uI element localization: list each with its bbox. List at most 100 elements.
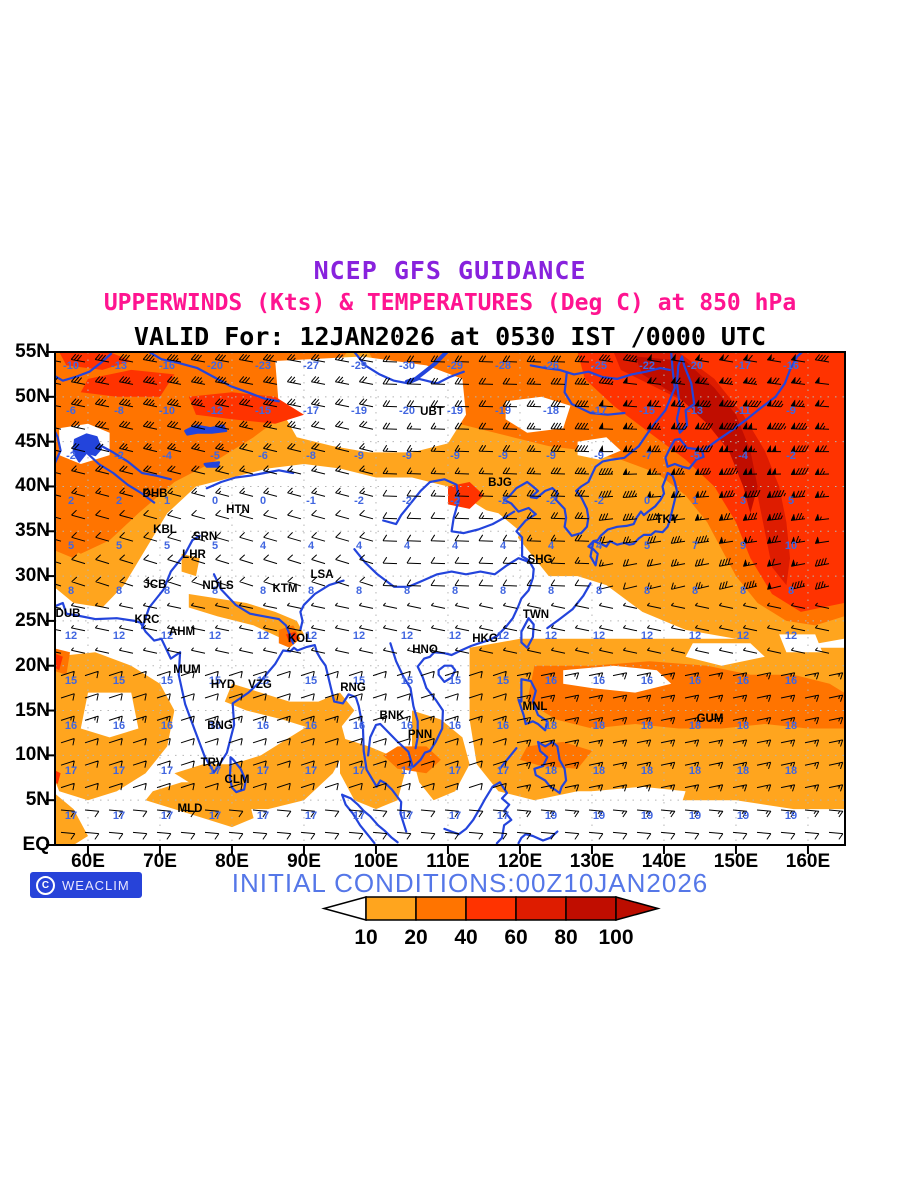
- svg-text:17: 17: [209, 810, 221, 822]
- station-label: BJG: [488, 477, 512, 489]
- lat-tick-label: 30N: [15, 565, 50, 587]
- lat-tick-label: 35N: [15, 520, 50, 542]
- svg-text:16: 16: [497, 720, 509, 732]
- svg-text:12: 12: [161, 630, 173, 642]
- svg-text:-29: -29: [351, 360, 367, 372]
- svg-text:8: 8: [68, 585, 74, 597]
- svg-text:17: 17: [353, 765, 365, 777]
- wind-barbs: [55, 353, 844, 840]
- svg-text:-2: -2: [450, 495, 460, 507]
- coastline-path: [389, 642, 419, 750]
- svg-text:17: 17: [449, 810, 461, 822]
- coastline-path: [704, 395, 777, 450]
- svg-text:-4: -4: [162, 450, 173, 462]
- svg-text:16: 16: [641, 675, 653, 687]
- svg-text:17: 17: [305, 810, 317, 822]
- shading-level-1: [224, 683, 355, 729]
- lon-tick-label: 60E: [71, 851, 105, 872]
- coastline-path: [437, 664, 457, 683]
- svg-text:-19: -19: [495, 405, 511, 417]
- station-label: KRC: [135, 614, 160, 626]
- svg-text:12: 12: [689, 630, 701, 642]
- svg-text:15: 15: [353, 675, 365, 687]
- svg-text:5: 5: [788, 495, 794, 507]
- svg-text:4: 4: [596, 540, 603, 552]
- station-labels: DHB HTN KBL SRN LHR JCB NDLS KTM LSA DUB KRC AHM KOL…: [56, 406, 724, 815]
- svg-text:15: 15: [305, 675, 317, 687]
- station-label: KOL: [288, 633, 312, 645]
- coastline-path: [72, 433, 102, 463]
- coastline-path: [774, 352, 804, 398]
- station-label: BNG: [207, 720, 233, 732]
- coastline-path: [587, 471, 678, 567]
- station-label: PNN: [408, 729, 432, 741]
- station-label: HYD: [211, 679, 235, 691]
- coastline-path: [520, 617, 535, 649]
- lon-tick-label: 80E: [215, 851, 249, 872]
- svg-text:17: 17: [161, 765, 173, 777]
- lat-tick-label: 5N: [25, 789, 50, 811]
- svg-text:2: 2: [68, 495, 74, 507]
- svg-text:17: 17: [65, 810, 77, 822]
- colorbar-tick-label: 80: [554, 926, 577, 949]
- svg-text:16: 16: [209, 720, 221, 732]
- svg-text:-20: -20: [207, 360, 223, 372]
- svg-text:17: 17: [209, 765, 221, 777]
- svg-text:15: 15: [257, 675, 269, 687]
- svg-text:-16: -16: [159, 360, 175, 372]
- svg-text:-10: -10: [63, 360, 79, 372]
- svg-text:19: 19: [785, 810, 797, 822]
- svg-text:-9: -9: [594, 450, 604, 462]
- shading-gap: [563, 665, 672, 693]
- svg-text:17: 17: [65, 765, 77, 777]
- svg-text:16: 16: [161, 720, 173, 732]
- svg-text:8: 8: [164, 585, 170, 597]
- svg-text:8: 8: [308, 585, 314, 597]
- svg-text:-29: -29: [447, 360, 463, 372]
- shading-level-1: [188, 594, 304, 639]
- svg-text:15: 15: [449, 675, 461, 687]
- svg-text:-9: -9: [402, 450, 412, 462]
- svg-text:0: 0: [212, 495, 218, 507]
- svg-text:17: 17: [113, 765, 125, 777]
- station-label: CLM: [225, 774, 250, 786]
- wind-speed-shading: [55, 352, 844, 845]
- svg-text:-1: -1: [306, 495, 316, 507]
- coastline-path: [228, 756, 247, 794]
- lon-tick-label: 100E: [353, 851, 399, 872]
- svg-text:4: 4: [356, 540, 363, 552]
- svg-text:-2: -2: [594, 495, 604, 507]
- svg-text:18: 18: [593, 720, 605, 732]
- svg-text:-2: -2: [402, 495, 412, 507]
- coastline-path: [517, 678, 549, 732]
- svg-text:2: 2: [116, 495, 122, 507]
- lat-tick-label: 45N: [15, 430, 50, 452]
- svg-text:12: 12: [545, 630, 557, 642]
- station-label: TKY: [656, 514, 679, 526]
- svg-text:8: 8: [212, 585, 218, 597]
- svg-text:5: 5: [116, 540, 122, 552]
- svg-text:-8: -8: [306, 450, 316, 462]
- colorbar-segment: [365, 896, 417, 921]
- shading-gap: [779, 634, 823, 653]
- svg-text:18: 18: [737, 720, 749, 732]
- svg-text:8: 8: [596, 585, 602, 597]
- lon-tick-label: 160E: [785, 851, 831, 872]
- coastline-path: [353, 548, 530, 588]
- svg-text:-20: -20: [687, 360, 703, 372]
- colorbar-segment: [515, 896, 567, 921]
- station-label: LSA: [311, 569, 334, 581]
- copyright-icon: C: [36, 875, 55, 895]
- station-label: KBL: [153, 524, 177, 536]
- svg-text:-12: -12: [207, 405, 223, 417]
- coastline-path: [184, 424, 228, 436]
- svg-text:15: 15: [497, 675, 509, 687]
- svg-text:17: 17: [497, 765, 509, 777]
- lon-tick-label: 140E: [641, 851, 687, 872]
- svg-text:8: 8: [260, 585, 266, 597]
- svg-text:0: 0: [644, 495, 650, 507]
- coastline-path: [341, 793, 376, 845]
- svg-text:8: 8: [548, 585, 554, 597]
- wind-speed-colorbar: 10 20 40 60 80 100: [321, 896, 661, 949]
- svg-text:-23: -23: [255, 360, 271, 372]
